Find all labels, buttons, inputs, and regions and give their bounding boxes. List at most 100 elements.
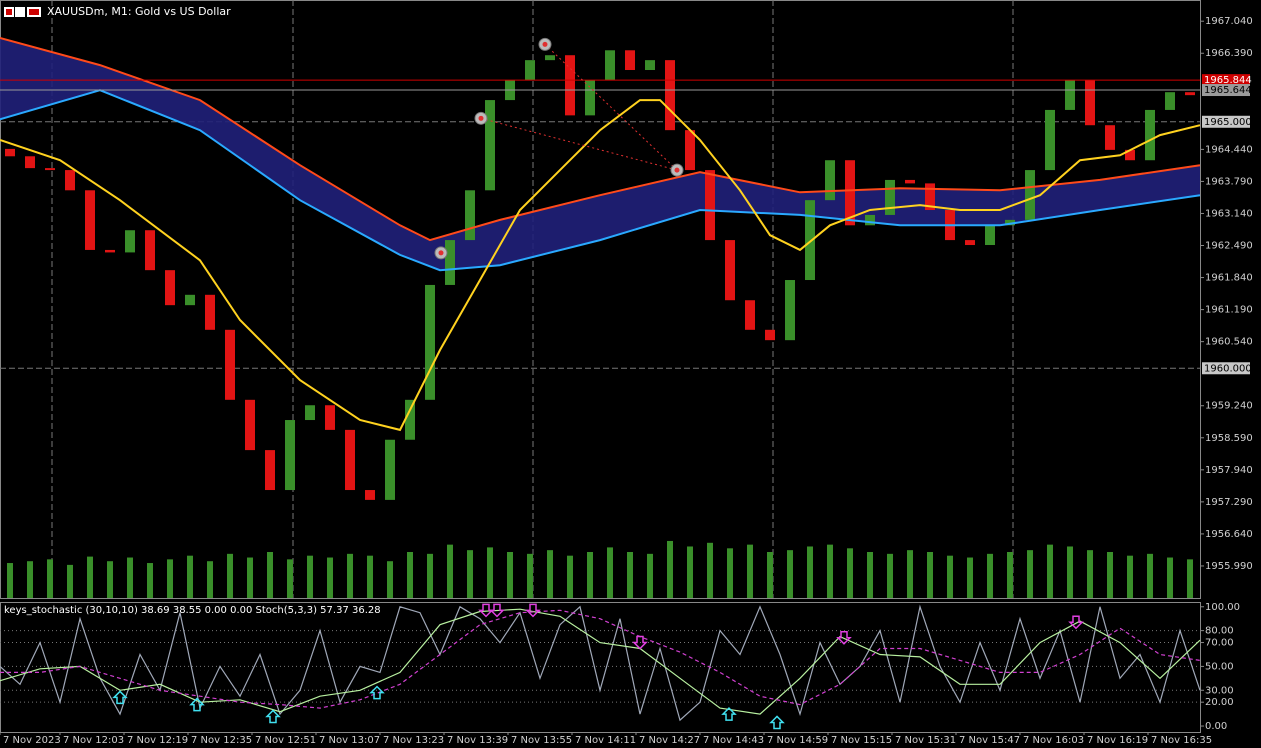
- candle: [1185, 92, 1195, 96]
- candle: [805, 200, 815, 281]
- candle: [5, 148, 15, 157]
- x-tick-label: 7 Nov 16:35: [1151, 735, 1212, 746]
- candle: [205, 294, 215, 330]
- x-tick-label: 7 Nov 16:03: [1023, 735, 1084, 746]
- y-tick-label: 20.00: [1205, 697, 1234, 708]
- price-label-box: [1202, 362, 1250, 375]
- candle: [225, 329, 235, 400]
- volume-bar: [927, 552, 933, 598]
- volume-bar: [1147, 553, 1153, 598]
- candle: [605, 50, 615, 81]
- candle: [345, 429, 355, 491]
- candle: [365, 490, 375, 500]
- volume-bar: [747, 544, 753, 598]
- candle: [165, 270, 175, 306]
- volume-bar: [327, 557, 333, 598]
- volume-bar: [247, 557, 253, 598]
- candle: [1165, 92, 1175, 110]
- sell-arrow: [1068, 615, 1084, 630]
- candle: [245, 399, 255, 451]
- price-label-box: [1202, 84, 1250, 97]
- candle: [1025, 170, 1035, 220]
- candle: [1065, 80, 1075, 110]
- volume-bar: [987, 553, 993, 598]
- volume-bar: [787, 550, 793, 598]
- candle: [585, 80, 595, 116]
- volume-bar: [287, 559, 293, 598]
- volume-bar: [447, 544, 453, 598]
- candle: [525, 60, 535, 81]
- volume-bar: [1167, 557, 1173, 598]
- y-tick-label: 1956.640: [1205, 529, 1253, 540]
- x-tick-label: 7 Nov 14:43: [703, 735, 764, 746]
- trade-link: [480, 117, 678, 171]
- candle: [625, 50, 635, 71]
- volume-bar: [87, 556, 93, 598]
- candle: [1105, 125, 1115, 150]
- grid-label: 1960.000: [1204, 363, 1252, 374]
- volume-bar: [7, 563, 13, 598]
- volume-bar: [67, 564, 73, 598]
- candle: [405, 399, 415, 440]
- y-tick-label: 0.00: [1205, 721, 1227, 732]
- candle: [1005, 219, 1015, 226]
- volume-bar: [1027, 550, 1033, 598]
- band-edge: [0, 89, 1201, 272]
- candle: [45, 168, 55, 171]
- candle: [1125, 149, 1135, 161]
- y-tick-label: 1959.240: [1205, 401, 1253, 412]
- volume-bar: [167, 559, 173, 598]
- buy-arrow: [721, 707, 737, 721]
- candle: [685, 130, 695, 171]
- volume-bar: [507, 552, 513, 598]
- volume-bar: [567, 555, 573, 598]
- candle: [285, 420, 295, 491]
- indicator-title: keys_stochastic (30,10,10) 38.69 38.55 0…: [4, 605, 381, 616]
- candle: [725, 240, 735, 301]
- candle: [1045, 109, 1055, 171]
- volume-bar: [307, 555, 313, 598]
- x-tick-label: 7 Nov 15:15: [831, 735, 892, 746]
- moving-average: [0, 99, 1201, 432]
- candle: [1085, 80, 1095, 126]
- y-tick-label: 1966.390: [1205, 48, 1253, 59]
- band-edge: [0, 37, 1201, 242]
- volume-bar: [227, 553, 233, 598]
- trade-dot: [542, 41, 548, 47]
- y-tick-label: 1955.990: [1205, 561, 1253, 572]
- y-tick-label: 1961.190: [1205, 305, 1253, 316]
- x-tick-label: 7 Nov 13:07: [319, 735, 380, 746]
- volume-bar: [367, 555, 373, 598]
- candle: [325, 405, 335, 430]
- candle: [745, 300, 755, 330]
- volume-bar: [267, 552, 273, 598]
- y-tick-label: 1957.940: [1205, 465, 1253, 476]
- candle: [965, 240, 975, 246]
- x-tick-label: 7 Nov 12:51: [255, 735, 316, 746]
- candle: [925, 183, 935, 211]
- volume-bar: [1067, 546, 1073, 598]
- volume-bar: [907, 550, 913, 598]
- volume-bar: [27, 561, 33, 598]
- volume-bar: [467, 550, 473, 598]
- volume-bar: [947, 555, 953, 598]
- y-tick-label: 1963.790: [1205, 176, 1253, 187]
- candle: [845, 160, 855, 226]
- volume-bar: [427, 553, 433, 598]
- candle: [885, 179, 895, 215]
- y-tick-label: 1964.440: [1205, 144, 1253, 155]
- volume-bar: [607, 547, 613, 598]
- y-tick-label: 80.00: [1205, 626, 1234, 637]
- candle: [65, 170, 75, 191]
- icon: [15, 7, 25, 17]
- trade-dot: [438, 250, 444, 256]
- y-tick-label: 1961.840: [1205, 273, 1253, 284]
- candle: [105, 249, 115, 253]
- indicator-line: [0, 609, 1201, 709]
- trade-dot: [674, 167, 680, 173]
- volume-bar: [1187, 559, 1193, 598]
- y-tick-label: 1962.490: [1205, 241, 1253, 252]
- buy-arrow: [369, 685, 385, 700]
- volume-bar: [647, 553, 653, 598]
- candle: [25, 156, 35, 169]
